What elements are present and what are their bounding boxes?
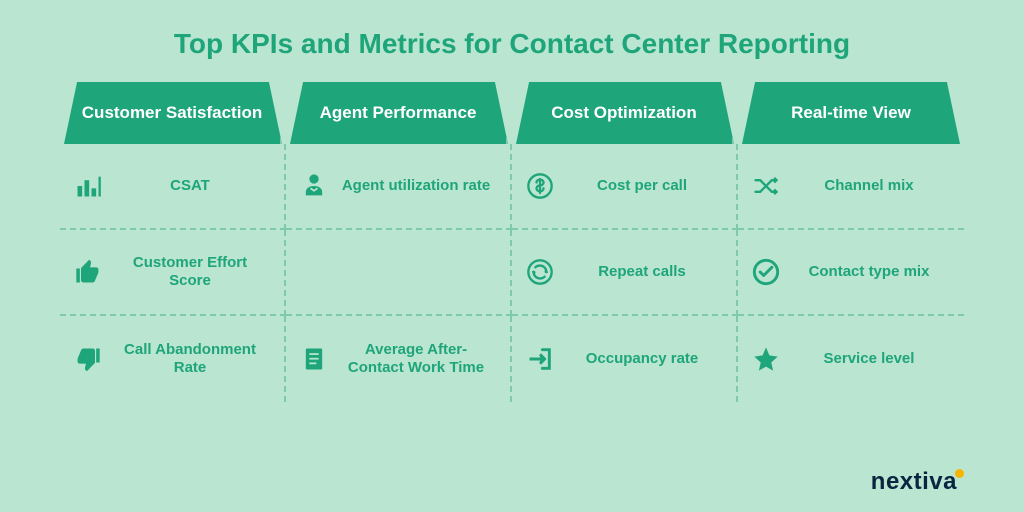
thumbs-down-icon [74,345,102,373]
brand-text: nextiva [871,468,957,495]
kpi-grid: Customer Satisfaction CSAT Customer Effo… [0,82,1024,402]
kpi-cell: Contact type mix [738,230,964,316]
brand-logo: nextiva [871,468,964,496]
kpi-label: Occupancy rate [566,350,726,368]
exit-icon [526,345,554,373]
column-customer-satisfaction: Customer Satisfaction CSAT Customer Effo… [60,82,286,402]
column-header: Customer Satisfaction [64,82,282,144]
brand-dot-icon [955,469,964,478]
column-header: Agent Performance [290,82,508,144]
kpi-label: CSAT [114,177,274,195]
document-icon [300,345,328,373]
kpi-label: Cost per call [566,177,726,195]
thumbs-up-icon [74,258,102,286]
dollar-icon [526,172,554,200]
kpi-cell-empty [286,230,512,316]
kpi-cell: Channel mix [738,144,964,230]
person-icon [300,172,328,200]
kpi-label: Service level [792,350,954,368]
kpi-label: Agent utilization rate [340,177,500,195]
kpi-cell: Agent utilization rate [286,144,512,230]
kpi-cell: Repeat calls [512,230,738,316]
page-title: Top KPIs and Metrics for Contact Center … [0,0,1024,82]
check-circle-icon [752,258,780,286]
kpi-cell: Call Abandonment Rate [60,316,286,402]
kpi-cell: Average After-Contact Work Time [286,316,512,402]
column-realtime-view: Real-time View Channel mix Contact type … [738,82,964,402]
bar-chart-icon [74,172,102,200]
kpi-cell: Customer Effort Score [60,230,286,316]
kpi-cell: Service level [738,316,964,402]
column-header: Cost Optimization [516,82,734,144]
kpi-label: Repeat calls [566,263,726,281]
kpi-label: Channel mix [792,177,954,195]
kpi-label: Average After-Contact Work Time [340,341,500,377]
column-header: Real-time View [742,82,960,144]
kpi-cell: Occupancy rate [512,316,738,402]
column-cost-optimization: Cost Optimization Cost per call Repeat c… [512,82,738,402]
shuffle-icon [752,172,780,200]
kpi-cell: CSAT [60,144,286,230]
kpi-cell: Cost per call [512,144,738,230]
kpi-label: Contact type mix [792,263,954,281]
kpi-label: Call Abandonment Rate [114,341,274,377]
column-agent-performance: Agent Performance Agent utilization rate… [286,82,512,402]
star-icon [752,345,780,373]
kpi-label: Customer Effort Score [114,254,274,290]
repeat-call-icon [526,258,554,286]
